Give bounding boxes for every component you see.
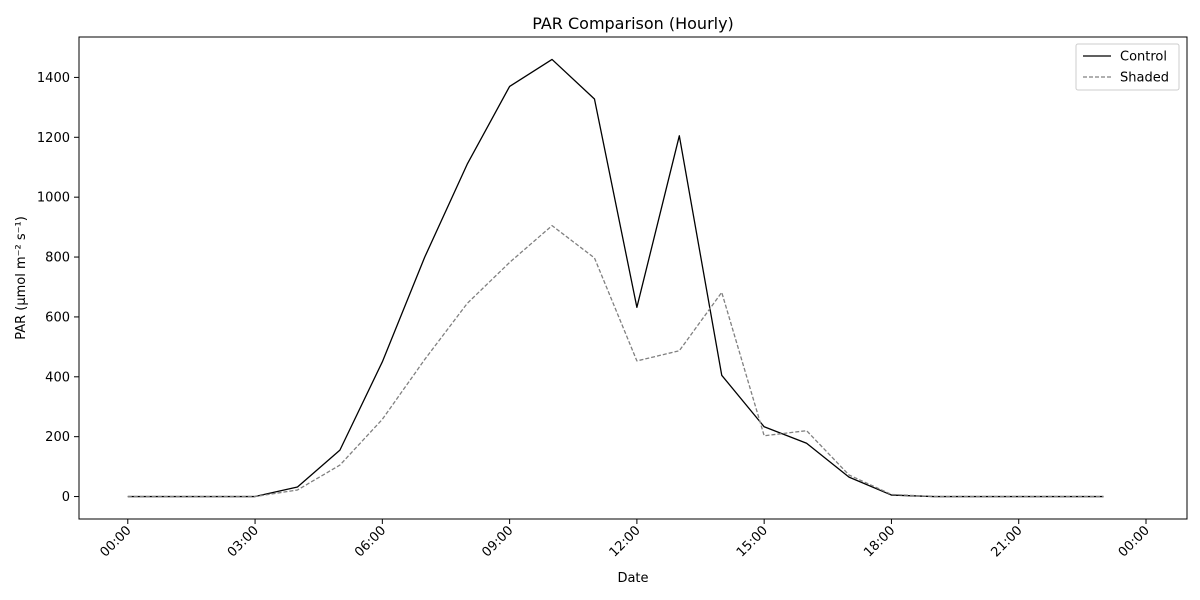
legend-label-shaded: Shaded — [1120, 71, 1169, 86]
y-tick-label: 400 — [45, 370, 70, 385]
y-tick-label: 1000 — [37, 191, 70, 206]
y-tick-label: 200 — [45, 430, 70, 445]
chart-title: PAR Comparison (Hourly) — [532, 14, 734, 33]
y-tick-label: 1200 — [37, 131, 70, 146]
y-axis-label: PAR (µmol m⁻² s⁻¹) — [14, 216, 29, 340]
y-tick-label: 1400 — [37, 71, 70, 86]
legend-label-control: Control — [1120, 50, 1167, 65]
legend: Control Shaded — [1075, 43, 1180, 91]
y-tick-label: 600 — [45, 310, 70, 325]
x-axis-label: Date — [617, 571, 648, 586]
y-axis-ticks: 0 200 400 600 800 1000 1200 1400 — [37, 71, 79, 505]
y-tick-label: 0 — [62, 490, 70, 505]
series-line-shaded — [127, 224, 1104, 498]
y-tick-label: 800 — [45, 251, 70, 266]
plot-frame — [78, 36, 1188, 520]
series-layer — [127, 58, 1104, 498]
